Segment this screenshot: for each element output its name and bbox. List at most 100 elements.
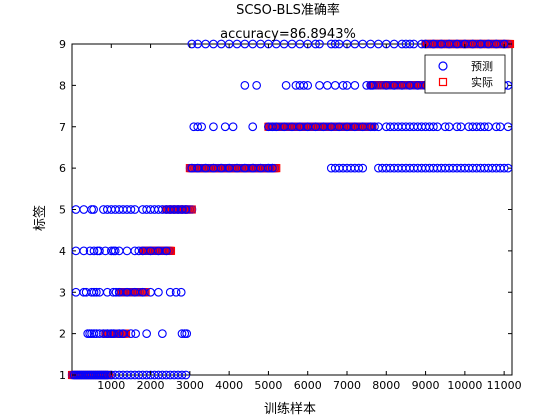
predicted-point [356, 122, 365, 131]
predicted-point [266, 122, 275, 131]
predicted-point [131, 288, 140, 297]
predicted-point [444, 39, 454, 49]
predicted-point [404, 81, 414, 90]
y-tick-label: 6 [59, 162, 66, 175]
predicted-point [110, 329, 120, 338]
predicted-point [330, 122, 339, 131]
predicted-point [177, 370, 187, 380]
predicted-point [131, 329, 140, 338]
predicted-point [381, 81, 390, 90]
predicted-point [485, 39, 494, 49]
predicted-point [294, 122, 304, 131]
chart-subtitle: accuracy=86.8943% [220, 27, 356, 42]
predicted-point [499, 163, 509, 173]
predicted-point [367, 122, 377, 131]
predicted-point [263, 163, 272, 173]
predicted-point [454, 39, 463, 49]
predicted-point [264, 122, 273, 131]
predicted-point [299, 81, 309, 90]
predicted-point [154, 287, 163, 297]
predicted-point [492, 39, 501, 49]
chart-title: SCSO-BLS准确率 [236, 2, 340, 18]
predicted-point [249, 163, 258, 173]
predicted-point [162, 246, 172, 256]
predicted-point [148, 246, 158, 256]
predicted-point [117, 329, 127, 338]
predicted-point [475, 39, 484, 49]
predicted-point [393, 81, 402, 90]
predicted-point [287, 122, 297, 131]
predicted-point [430, 39, 440, 49]
x-tick-label: 8000 [372, 379, 400, 392]
predicted-point [244, 163, 253, 173]
legend-label-predicted: 预测 [471, 60, 493, 73]
predicted-point [395, 81, 404, 90]
predicted-point [365, 122, 374, 131]
predicted-point [162, 205, 171, 214]
predicted-point [261, 163, 270, 173]
x-tick-label: 7000 [333, 379, 361, 392]
predicted-point [95, 246, 104, 256]
predicted-point [225, 163, 235, 173]
predicted-point [400, 81, 409, 90]
predicted-point [77, 370, 86, 380]
predicted-point [158, 329, 167, 338]
predicted-point [89, 287, 99, 297]
predicted-point [123, 288, 133, 297]
predicted-point [283, 122, 292, 131]
predicted-point [339, 122, 349, 131]
predicted-point [499, 39, 508, 49]
predicted-point [442, 39, 451, 49]
axis-ticks: 1000 2000 3000 4000 5000 6000 7000 8000 9000 1000… [59, 38, 522, 392]
predicted-point [89, 370, 98, 380]
x-tick-label: 4000 [215, 379, 243, 392]
predicted-point [459, 39, 468, 49]
predicted-point [139, 246, 148, 256]
legend-square-marker [438, 77, 448, 87]
predicted-point [429, 122, 438, 132]
predicted-point [101, 246, 110, 256]
y-tick-label: 3 [59, 286, 66, 299]
predicted-point [297, 122, 306, 131]
predicted-point [133, 288, 142, 297]
predicted-point [160, 246, 169, 256]
predicted-point [105, 329, 115, 338]
predicted-point [334, 122, 344, 131]
predicted-point [271, 122, 280, 131]
predicted-point [169, 205, 178, 214]
predicted-point [96, 370, 105, 380]
predicted-point [197, 163, 206, 173]
predicted-point [487, 39, 496, 49]
predicted-point [468, 39, 477, 49]
predicted-point [230, 163, 239, 173]
predicted-point [280, 122, 290, 131]
predicted-point [316, 122, 325, 131]
predicted-point [218, 163, 228, 173]
predicted-point [105, 370, 114, 380]
predicted-point [165, 246, 174, 256]
predicted-point [178, 205, 187, 214]
predicted-point [110, 246, 120, 256]
predicted-point [461, 39, 470, 49]
predicted-point [405, 39, 415, 49]
predicted-point [370, 122, 379, 132]
predicted-point [89, 329, 99, 338]
predicted-point [354, 163, 364, 173]
predicted-point [140, 288, 149, 297]
predicted-point [188, 205, 197, 214]
predicted-point [437, 39, 447, 49]
predicted-point [103, 329, 112, 338]
predicted-point [466, 39, 475, 49]
predicted-point [330, 39, 340, 49]
x-tick-label: 11000 [487, 379, 522, 392]
predicted-point [346, 122, 356, 131]
predicted-point [98, 370, 107, 380]
predicted-point [177, 329, 187, 338]
y-axis-label: 标签 [32, 205, 48, 231]
predicted-point [142, 329, 151, 338]
predicted-point [440, 39, 449, 49]
predicted-point [342, 122, 351, 131]
predicted-point [248, 122, 258, 132]
predicted-point [187, 39, 197, 49]
predicted-point [171, 205, 180, 214]
